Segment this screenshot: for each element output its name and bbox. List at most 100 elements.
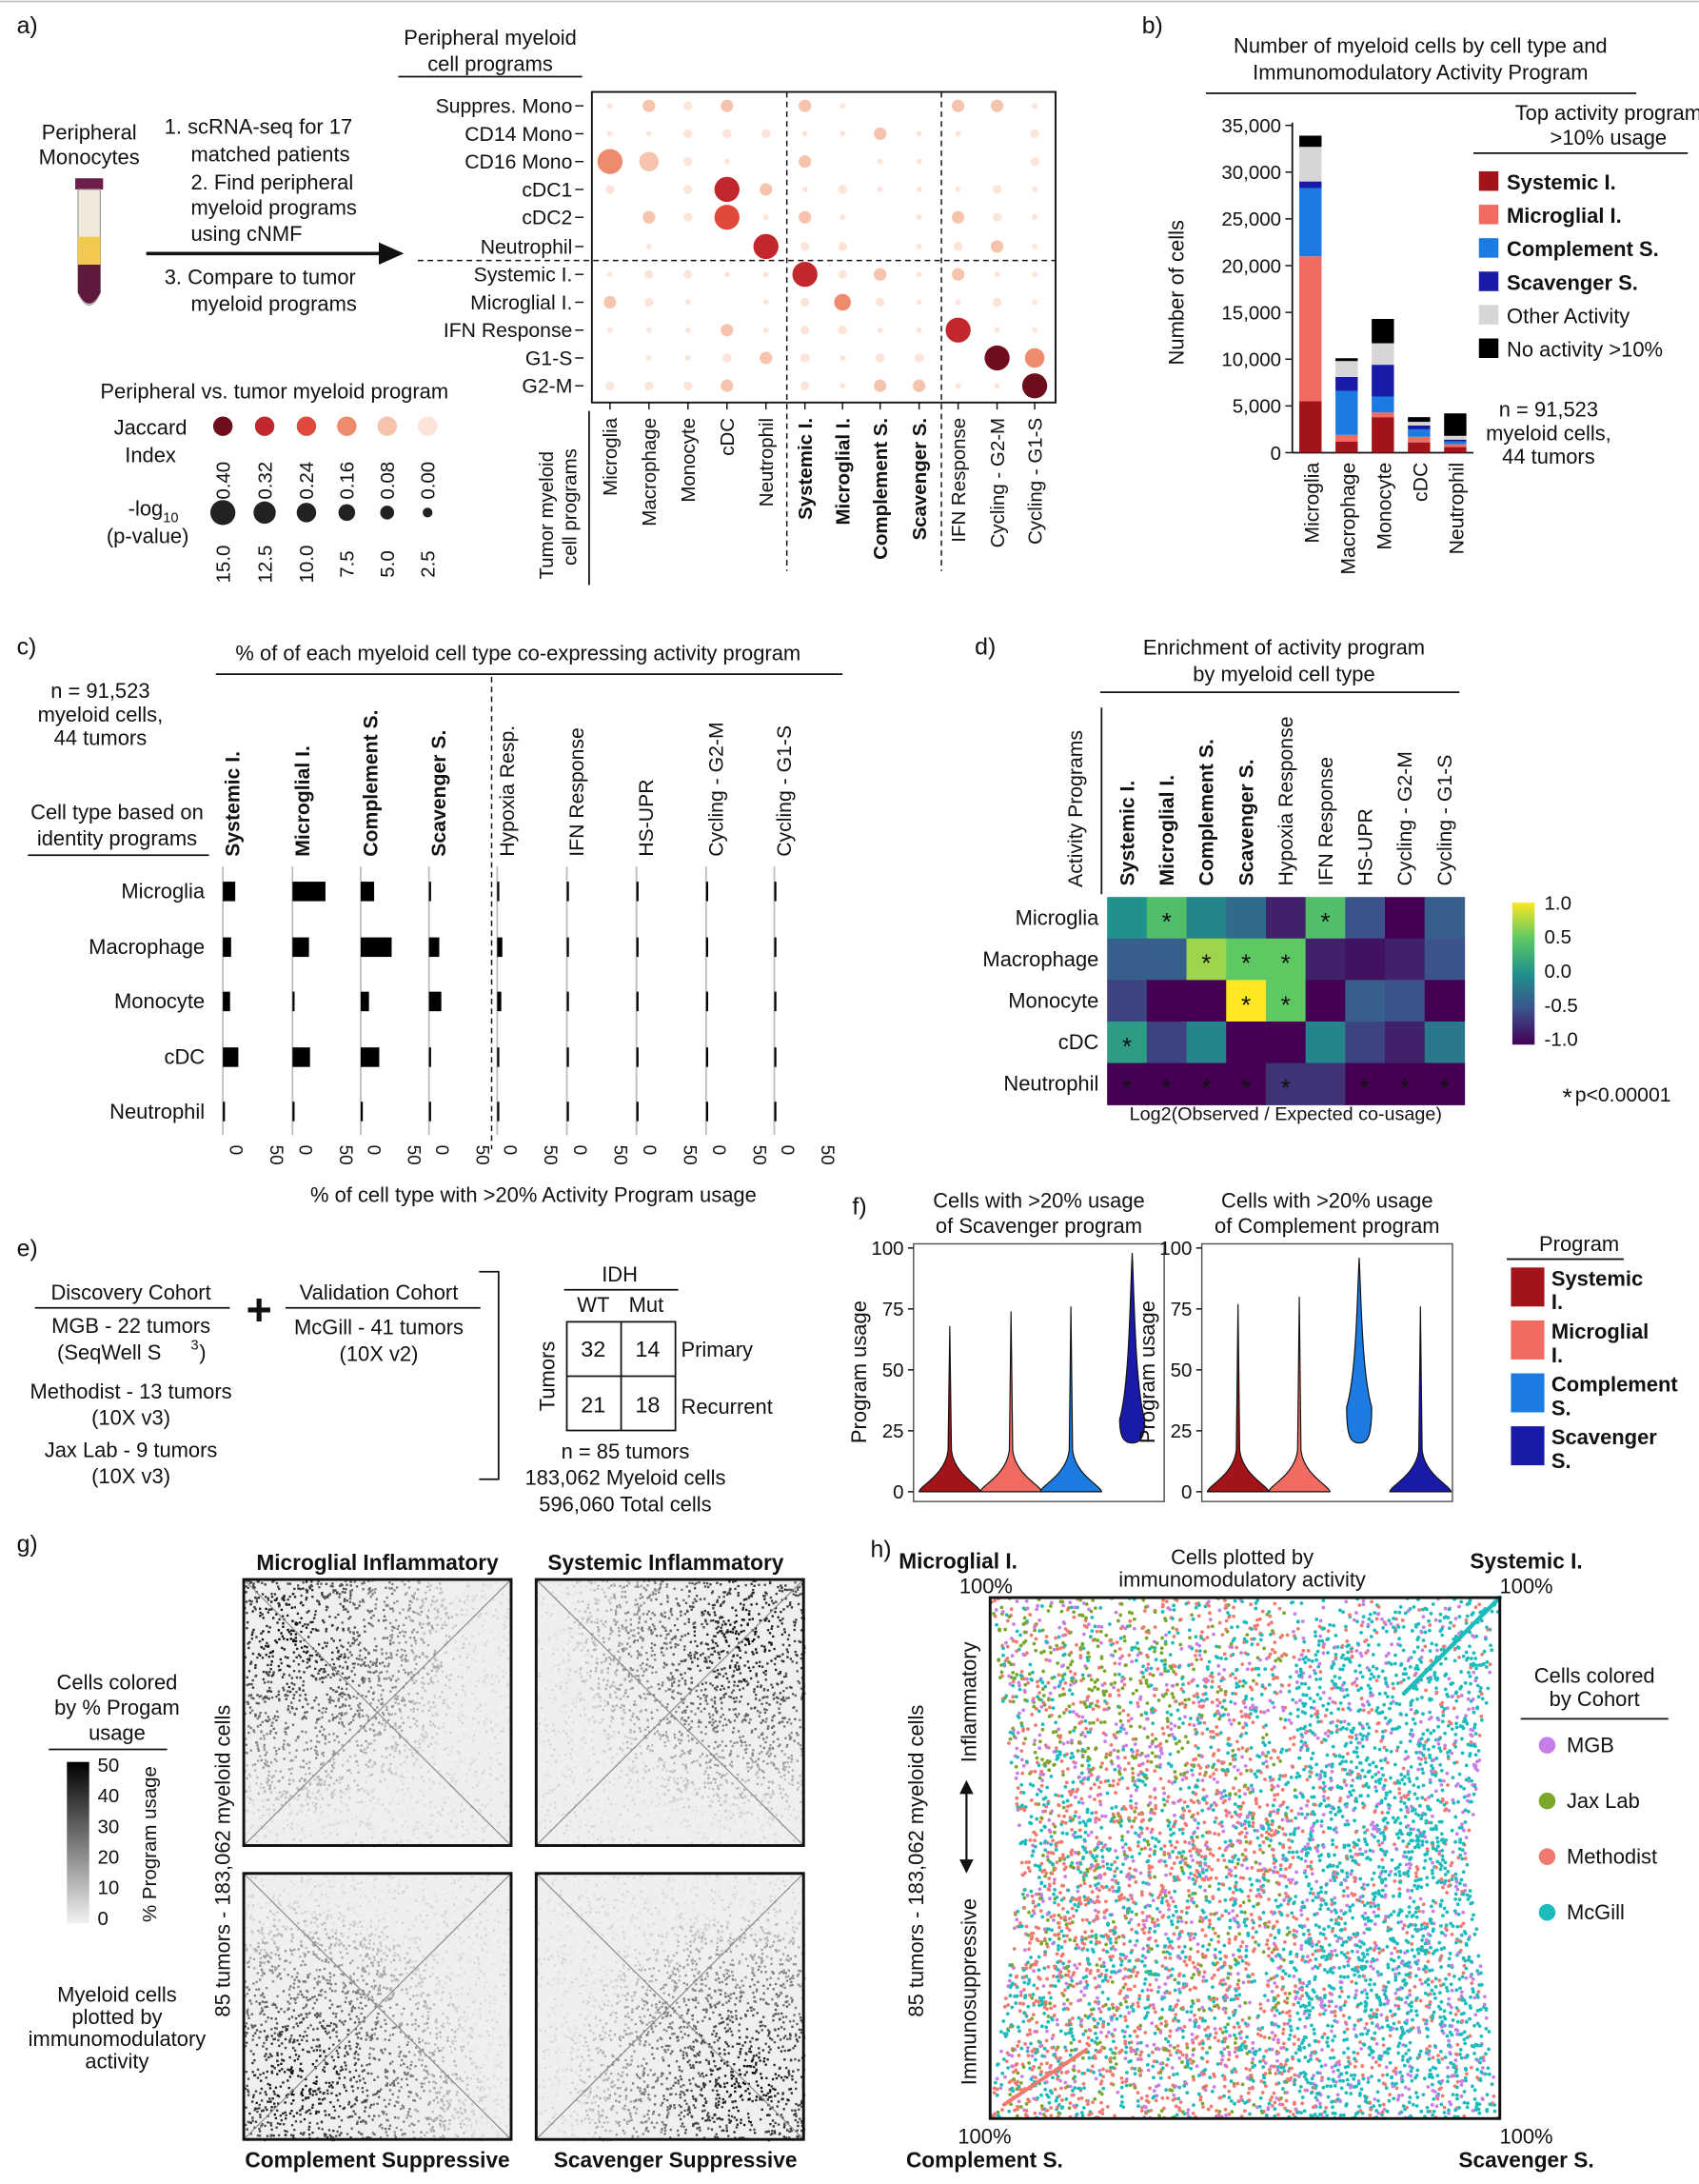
point <box>448 1636 451 1638</box>
point <box>277 1690 281 1693</box>
point <box>440 1604 444 1607</box>
point <box>422 1686 425 1689</box>
point <box>341 1705 344 1708</box>
point <box>557 1637 560 1639</box>
point <box>688 1590 691 1593</box>
point <box>394 1722 397 1725</box>
point <box>346 1628 350 1632</box>
point <box>503 1623 506 1626</box>
point <box>266 1798 269 1801</box>
point <box>655 1787 658 1790</box>
x-tick-label: 0 <box>225 1145 245 1156</box>
point <box>788 1717 791 1721</box>
x-tick-label: 0 <box>431 1145 451 1156</box>
point <box>673 1624 677 1627</box>
point <box>427 1709 431 1712</box>
bar-segment <box>1299 135 1322 148</box>
point <box>753 1688 756 1691</box>
point <box>345 1712 348 1715</box>
point <box>317 1776 320 1778</box>
point <box>781 1659 785 1663</box>
col-label: Neutrophil <box>756 418 778 506</box>
point <box>746 1638 749 1642</box>
point <box>555 1758 559 1761</box>
point <box>365 1763 367 1766</box>
point <box>449 1602 452 1605</box>
point <box>299 1765 303 1769</box>
x-tick-label: 0 <box>500 1145 520 1156</box>
point <box>431 1782 434 1786</box>
point <box>355 1760 358 1763</box>
point <box>658 1802 662 1806</box>
point <box>465 1773 468 1776</box>
point <box>793 1624 797 1627</box>
point <box>260 1825 263 1828</box>
point <box>495 1750 499 1754</box>
point <box>305 1598 307 1601</box>
point <box>593 1720 596 1723</box>
point <box>545 1690 548 1694</box>
point <box>605 1743 608 1746</box>
point <box>345 1805 347 1808</box>
point <box>555 1840 558 1843</box>
matrix-dot <box>916 130 922 137</box>
point <box>592 1837 595 1839</box>
point <box>247 1725 250 1728</box>
point <box>502 1746 504 1749</box>
point <box>359 1709 362 1712</box>
point <box>665 1647 668 1650</box>
point <box>463 1592 466 1595</box>
point <box>283 1820 286 1823</box>
point <box>761 1644 763 1647</box>
point <box>622 1742 625 1745</box>
point <box>779 1692 782 1695</box>
point <box>261 1593 265 1596</box>
x-tick-label: 0 <box>363 1145 383 1156</box>
point <box>368 1671 372 1674</box>
point <box>559 1645 563 1648</box>
point <box>610 1597 613 1599</box>
point <box>569 1736 572 1738</box>
point <box>617 1765 620 1768</box>
point <box>606 1837 610 1840</box>
point <box>381 1832 385 1835</box>
point <box>342 1749 346 1752</box>
point <box>496 1686 500 1690</box>
point <box>667 1678 671 1681</box>
point <box>378 1721 381 1724</box>
point <box>375 1670 378 1673</box>
point <box>457 1706 461 1709</box>
point <box>787 1765 791 1769</box>
x-tick-label: 50 <box>749 1145 769 1165</box>
point <box>252 1582 255 1585</box>
point <box>352 1632 355 1636</box>
point <box>651 1593 655 1597</box>
point <box>684 1777 687 1780</box>
point <box>732 1655 735 1658</box>
point <box>677 1692 680 1695</box>
point <box>309 1739 312 1742</box>
point <box>349 1580 352 1583</box>
legend-title: Program <box>1539 1232 1619 1256</box>
point <box>666 1783 669 1787</box>
point <box>452 1601 455 1604</box>
point <box>429 1584 432 1587</box>
point <box>248 1797 252 1800</box>
point <box>800 1747 802 1751</box>
point <box>756 1771 759 1774</box>
point <box>762 1689 765 1692</box>
point <box>422 1677 425 1679</box>
point <box>487 1583 490 1586</box>
point <box>499 1775 502 1777</box>
point <box>248 1640 251 1644</box>
point <box>479 1641 483 1644</box>
point <box>296 1797 299 1801</box>
point <box>690 1719 694 1723</box>
point <box>453 1814 456 1817</box>
point <box>245 1737 247 1740</box>
point <box>441 1691 444 1694</box>
point <box>674 1755 677 1757</box>
point <box>705 1766 708 1770</box>
point <box>433 1657 437 1659</box>
point <box>289 1826 292 1829</box>
